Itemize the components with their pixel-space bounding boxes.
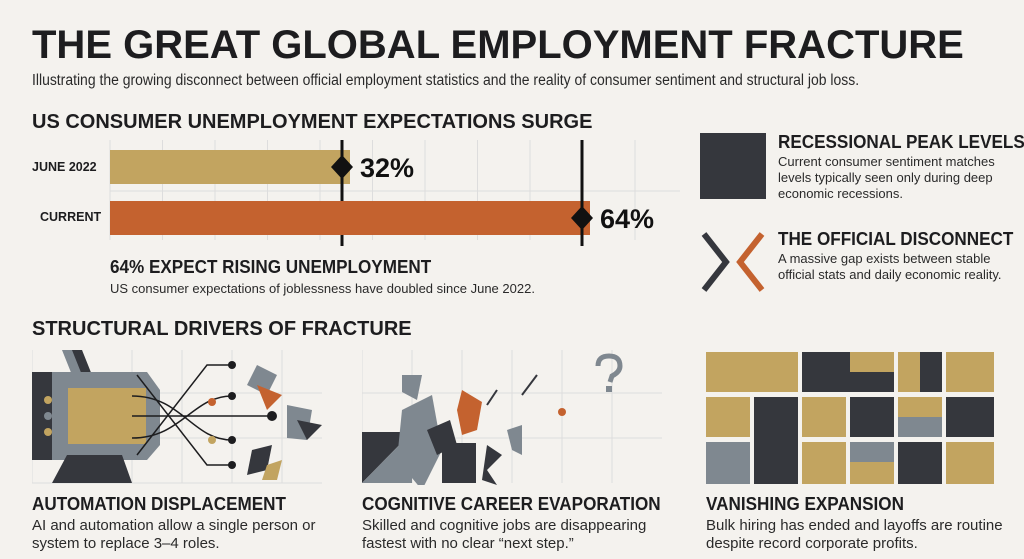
driver-title: VANISHING EXPANSION [706, 494, 904, 514]
drivers-title: STRUCTURAL DRIVERS OF FRACTURE [32, 318, 412, 340]
bar-1 [110, 201, 590, 235]
stat-headline: 64% EXPECT RISING UNEMPLOYMENT [110, 257, 432, 277]
driver-title: AUTOMATION DISPLACEMENT [32, 494, 286, 514]
driver-text: Skilled and cognitive jobs are disappear… [362, 517, 647, 552]
driver-text: AI and automation allow a single person … [32, 517, 316, 552]
callout-text: A massive gap exists between stable offi… [778, 251, 1002, 282]
page-title: THE GREAT GLOBAL EMPLOYMENT FRACTURE [32, 23, 964, 67]
callout-title: RECESSIONAL PEAK LEVELS [778, 132, 1024, 152]
value-label: 64% [600, 204, 654, 234]
block-grid-icon [706, 352, 994, 484]
fragmenting-shapes-icon [362, 350, 662, 485]
dark-square-icon [700, 133, 766, 199]
robot-machine-icon [32, 350, 322, 484]
bar-0 [110, 150, 350, 184]
marker-diamond [331, 155, 353, 179]
bar-chart: 32% 64% [109, 140, 680, 246]
marker-diamond [571, 206, 593, 230]
category-label-june-2022: JUNE 2022 [32, 160, 97, 174]
driver-text: Bulk hiring has ended and layoffs are ro… [706, 517, 1003, 552]
value-label: 32% [360, 153, 414, 183]
diverging-chevrons-icon [701, 232, 765, 292]
chart-title: US CONSUMER UNEMPLOYMENT EXPECTATIONS SU… [32, 111, 593, 133]
page-subtitle: Illustrating the growing disconnect betw… [32, 72, 860, 89]
callout-text: Current consumer sentiment matches level… [778, 154, 995, 201]
callout-title: THE OFFICIAL DISCONNECT [778, 229, 1014, 249]
stat-text: US consumer expectations of joblessness … [110, 281, 535, 296]
category-label-current: CURRENT [40, 210, 102, 224]
driver-title: COGNITIVE CAREER EVAPORATION [362, 494, 661, 514]
